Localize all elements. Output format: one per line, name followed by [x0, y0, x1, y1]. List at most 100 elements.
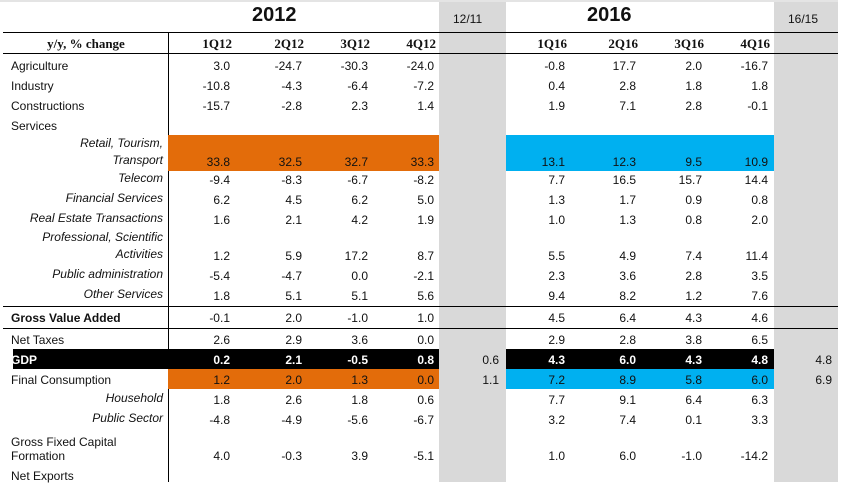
value-1Q16: 1.0 [548, 213, 565, 227]
value-3Q12: 3.9 [351, 449, 368, 463]
value-3Q16: 2.8 [685, 99, 702, 113]
column-header-1Q16: 1Q16 [537, 36, 567, 51]
value-4Q16: 10.9 [744, 155, 768, 169]
value-1Q12: 1.2 [213, 249, 230, 263]
value-3Q12: -6.4 [347, 79, 368, 93]
value-4Q12: -2.1 [413, 269, 434, 283]
value-3Q12: -1.0 [347, 311, 368, 325]
value-4Q16: -0.1 [747, 99, 768, 113]
value-4Q16: 3.5 [751, 269, 768, 283]
value-2Q16: 8.2 [619, 289, 636, 303]
value-3Q16: 6.4 [685, 393, 702, 407]
row-label: Professional, Scientific Activities [42, 230, 163, 261]
row-label: Other Services [83, 287, 163, 301]
value-3Q16: 9.5 [685, 155, 702, 169]
row-label: Public Sector [92, 411, 163, 425]
value-2Q12: -4.3 [281, 79, 302, 93]
row-label: Industry [11, 79, 54, 93]
value-4Q12: 0.8 [417, 353, 434, 367]
table-row: Agriculture 3.0 -24.7 -30.3 -24.0 -0.8 17.7 2.0… [0, 55, 835, 75]
ratio-header-16-15: 16/15 [788, 12, 819, 26]
value-1Q16: -0.8 [544, 59, 565, 73]
value-1Q16: 1.3 [548, 193, 565, 207]
value-2Q16: 12.3 [612, 155, 636, 169]
value-1Q16: 7.7 [548, 173, 565, 187]
table-row: Net Taxes 2.6 2.9 3.6 0.0 2.9 2.8 3.8 6.5 [0, 329, 835, 349]
ratio-value-16-15: 4.8 [815, 353, 832, 367]
value-1Q12: 4.0 [213, 449, 230, 463]
value-3Q16: 0.8 [685, 213, 702, 227]
value-4Q16: -14.2 [740, 449, 768, 463]
table-row: Retail, Tourism, Transport 33.8 32.5 32.7 33… [0, 135, 835, 171]
value-4Q16: 2.0 [751, 213, 768, 227]
value-1Q16: 7.2 [548, 373, 565, 387]
value-3Q12: -30.3 [340, 59, 368, 73]
column-header-3Q12: 3Q12 [340, 36, 370, 51]
value-2Q16: 4.9 [619, 249, 636, 263]
value-4Q16: 0.8 [751, 193, 768, 207]
value-2Q12: 4.5 [285, 193, 302, 207]
value-3Q16: 15.7 [678, 173, 702, 187]
column-header-2Q16: 2Q16 [608, 36, 638, 51]
label-divider [168, 32, 169, 482]
value-4Q12: -24.0 [406, 59, 434, 73]
table-row: Industry -10.8 -4.3 -6.4 -7.2 0.4 2.8 1.8 1.8 [0, 75, 835, 95]
value-4Q12: -7.2 [413, 79, 434, 93]
value-2Q12: -2.8 [281, 99, 302, 113]
value-1Q16: 0.4 [548, 79, 565, 93]
column-header-4Q16: 4Q16 [740, 36, 770, 51]
value-1Q12: -15.7 [202, 99, 230, 113]
value-2Q12: 32.5 [278, 155, 302, 169]
value-1Q12: 1.2 [213, 373, 230, 387]
value-1Q12: 1.6 [213, 213, 230, 227]
value-2Q12: -4.7 [281, 269, 302, 283]
value-3Q12: 2.3 [351, 99, 368, 113]
table-row: Final Consumption 1.2 2.0 1.3 0.0 7.2 8.9 5.8 6.… [0, 369, 835, 389]
value-4Q12: 0.0 [417, 333, 434, 347]
value-1Q12: 1.8 [213, 289, 230, 303]
value-1Q12: -10.8 [202, 79, 230, 93]
value-1Q12: 2.6 [213, 333, 230, 347]
table-row: Telecom -9.4 -8.3 -6.7 -8.2 7.7 16.5 15.7 14.4 [0, 169, 835, 189]
row-label: Services [11, 119, 58, 133]
value-1Q12: 1.8 [213, 393, 230, 407]
value-1Q12: -0.1 [209, 311, 230, 325]
ratio-column-16-15 [774, 2, 838, 482]
value-3Q16: 7.4 [685, 249, 702, 263]
divider [3, 32, 838, 33]
ratio-column-12-11 [439, 2, 506, 482]
table-row: Financial Services 6.2 4.5 6.2 5.0 1.3 1.7 0.9 0… [0, 189, 835, 209]
row-label: Financial Services [65, 191, 163, 205]
column-header-4Q12: 4Q12 [406, 36, 436, 51]
value-4Q12: 0.6 [417, 393, 434, 407]
value-3Q16: 5.8 [685, 373, 702, 387]
row-label: Retail, Tourism, Transport [80, 136, 163, 167]
value-3Q12: -5.6 [347, 413, 368, 427]
value-2Q12: -24.7 [274, 59, 302, 73]
table-row: Professional, Scientific Activities 1.2 5.… [0, 229, 835, 265]
divider [3, 328, 838, 329]
value-4Q16: 11.4 [745, 249, 768, 263]
value-3Q16: 3.8 [685, 333, 702, 347]
value-1Q16: 4.3 [548, 353, 565, 367]
value-3Q12: 1.8 [351, 393, 368, 407]
highlight-2012 [168, 135, 439, 171]
value-2Q16: 2.8 [619, 79, 636, 93]
table-row: Services [0, 115, 835, 135]
ratio-cell-16-15: 4.8 [774, 349, 838, 369]
value-2Q16: 6.4 [619, 311, 636, 325]
value-4Q16: 6.3 [751, 393, 768, 407]
highlight-2016 [506, 369, 774, 389]
row-label: Final Consumption [11, 373, 112, 387]
value-2Q12: 2.9 [285, 333, 302, 347]
table-row: Household 1.8 2.6 1.8 0.6 7.7 9.1 6.4 6.3 [0, 389, 835, 409]
value-3Q12: 4.2 [351, 213, 368, 227]
row-label: Constructions [11, 99, 85, 113]
value-2Q16: 8.9 [619, 373, 636, 387]
table-row: Other Services 1.8 5.1 5.1 5.6 9.4 8.2 1.2 7.6 [0, 285, 835, 305]
column-header-2Q12: 2Q12 [274, 36, 304, 51]
value-2Q12: -4.9 [281, 413, 302, 427]
header-label: y/y, % change [47, 36, 125, 51]
table-row: GDP 0.2 2.1 -0.5 0.8 [11, 349, 439, 369]
